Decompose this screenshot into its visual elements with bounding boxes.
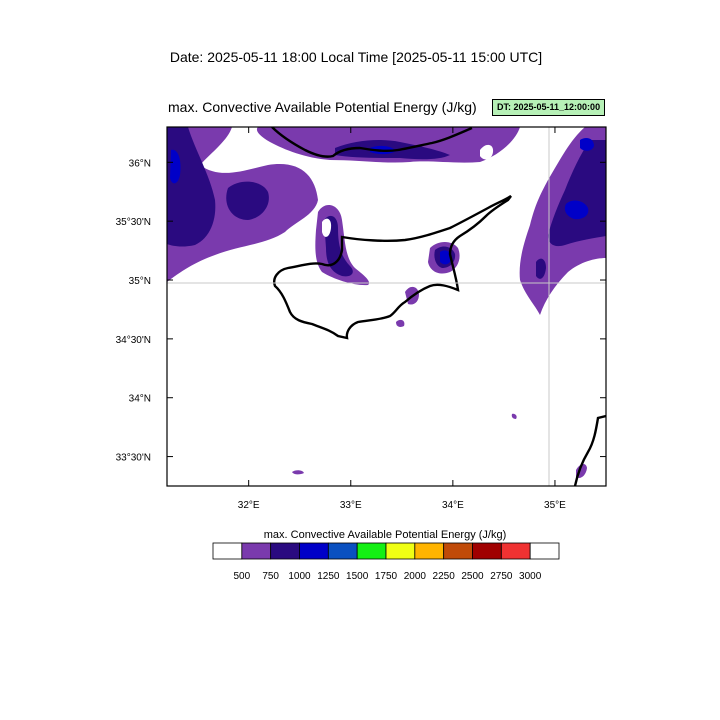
x-tick-label: 33°E [340, 500, 362, 511]
x-tick-label: 32°E [238, 500, 260, 511]
legend-color-box [472, 542, 502, 560]
legend-colorbar [212, 542, 560, 560]
cape-area-north-coast-white [480, 144, 494, 160]
legend-label: 3000 [519, 571, 542, 582]
cape-area-northwest-peak [170, 149, 181, 184]
y-tick-label: 35°N [129, 276, 151, 287]
y-tick-label: 34°N [129, 394, 151, 405]
legend-label: 1000 [288, 571, 311, 582]
legend-color-box [212, 542, 243, 560]
cape-area-east-cyprus-core [440, 250, 452, 265]
axis-labels: 32°E 33°E 34°E 35°E 36°N 35°30'N 35°N 34°30'N 34… [116, 158, 567, 511]
cape-contours [167, 127, 606, 478]
y-tick-label: 33°30'N [116, 453, 151, 464]
date-line: Date: 2025-05-11 18:00 Local Time [2025-… [169, 49, 543, 65]
legend-color-box [414, 542, 445, 560]
legend-label: 2500 [461, 571, 484, 582]
cape-area-east-tiny [511, 413, 517, 419]
cape-area-south-tiny [396, 319, 405, 327]
legend-label: 1250 [317, 571, 340, 582]
legend-label: 2000 [404, 571, 427, 582]
x-tick-label: 34°E [442, 500, 464, 511]
cape-area-west-cyprus-strong [324, 215, 353, 277]
grid-lines [167, 127, 606, 486]
turkey-coastline [271, 127, 473, 158]
legend-color-box [385, 542, 416, 560]
cape-area-east-strong [548, 140, 606, 247]
legend-label: 2250 [433, 571, 456, 582]
legend-label: 750 [262, 571, 279, 582]
legend-color-box [327, 542, 358, 560]
legend-color-box [270, 542, 300, 560]
legend-color-box [529, 542, 560, 560]
axis-ticks [167, 127, 606, 486]
legend-label: 1750 [375, 571, 398, 582]
cape-area-east-lower [536, 258, 546, 279]
x-tick-label: 35°E [544, 500, 566, 511]
cape-area-northwest-core [226, 181, 269, 220]
y-tick-label: 36°N [129, 158, 151, 169]
y-tick-label: 34°30'N [116, 335, 151, 346]
cape-area-east-peak [580, 138, 594, 151]
legend-label: 500 [233, 571, 250, 582]
legend-color-box [241, 542, 272, 560]
coastlines [271, 127, 606, 486]
legend-label: 2750 [490, 571, 513, 582]
cape-area-west-cyprus-white [322, 218, 332, 237]
legend-labels: 500 750 1000 1250 1500 1750 2000 2250 2500 2750 30… [233, 571, 541, 582]
legend-color-box [299, 542, 329, 560]
dt-badge: DT: 2025-05-11_12:00:00 [492, 99, 606, 116]
map-title: max. Convective Available Potential Ener… [168, 99, 477, 115]
cape-area-east-core [564, 200, 589, 220]
legend-title: max. Convective Available Potential Ener… [263, 529, 507, 541]
legend-color-box [500, 542, 531, 560]
cyprus-coastline [273, 194, 512, 340]
legend-color-box [443, 542, 473, 560]
legend-color-box [356, 542, 387, 560]
cape-area-southwest-tiny [292, 470, 304, 475]
y-tick-label: 35°30'N [116, 217, 151, 228]
legend-label: 1500 [346, 571, 369, 582]
levant-coastline [573, 414, 606, 486]
map-frame [166, 126, 607, 487]
